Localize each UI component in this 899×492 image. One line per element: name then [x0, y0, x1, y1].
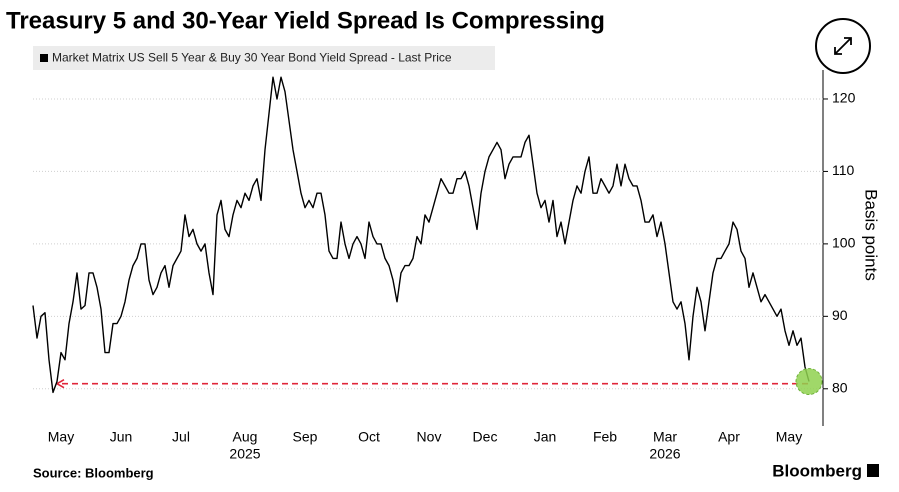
expand-icon[interactable] — [834, 37, 852, 55]
source: Source: Bloomberg — [33, 465, 154, 480]
x-tick-label: Dec — [473, 429, 498, 445]
chart-title: Treasury 5 and 30-Year Yield Spread Is C… — [6, 7, 605, 34]
x-tick-label: Aug — [233, 429, 258, 445]
y-tick-label: 100 — [832, 235, 856, 251]
x-year-label: 2025 — [229, 446, 260, 462]
x-year-label: 2026 — [649, 446, 680, 462]
x-tick-label: Nov — [417, 429, 442, 445]
x-tick-label: Jul — [172, 429, 190, 445]
expand-button[interactable] — [815, 18, 871, 74]
brand: Bloomberg — [772, 461, 862, 480]
y-tick-label: 90 — [832, 307, 848, 323]
legend-swatch — [40, 54, 48, 62]
x-tick-label: Mar — [653, 429, 677, 445]
x-tick-label: Jun — [110, 429, 133, 445]
legend-box — [33, 46, 495, 70]
x-tick-label: Jan — [534, 429, 557, 445]
y-tick-label: 80 — [832, 379, 848, 395]
series-line — [32, 76, 810, 394]
y-tick-label: 120 — [832, 90, 856, 106]
y-tick-label: 110 — [832, 162, 855, 178]
x-tick-label: Apr — [718, 429, 740, 445]
reference-arrow — [55, 379, 65, 389]
legend-label: Market Matrix US Sell 5 Year & Buy 30 Ye… — [52, 51, 452, 65]
highlight-marker — [795, 368, 823, 396]
x-tick-label: Feb — [593, 429, 617, 445]
x-tick-label: May — [776, 429, 802, 445]
brand-icon — [867, 464, 879, 477]
x-tick-label: Sep — [293, 429, 318, 445]
x-tick-label: Oct — [358, 429, 380, 445]
x-tick-label: May — [48, 429, 74, 445]
y-axis-label: Basis points — [862, 189, 881, 281]
